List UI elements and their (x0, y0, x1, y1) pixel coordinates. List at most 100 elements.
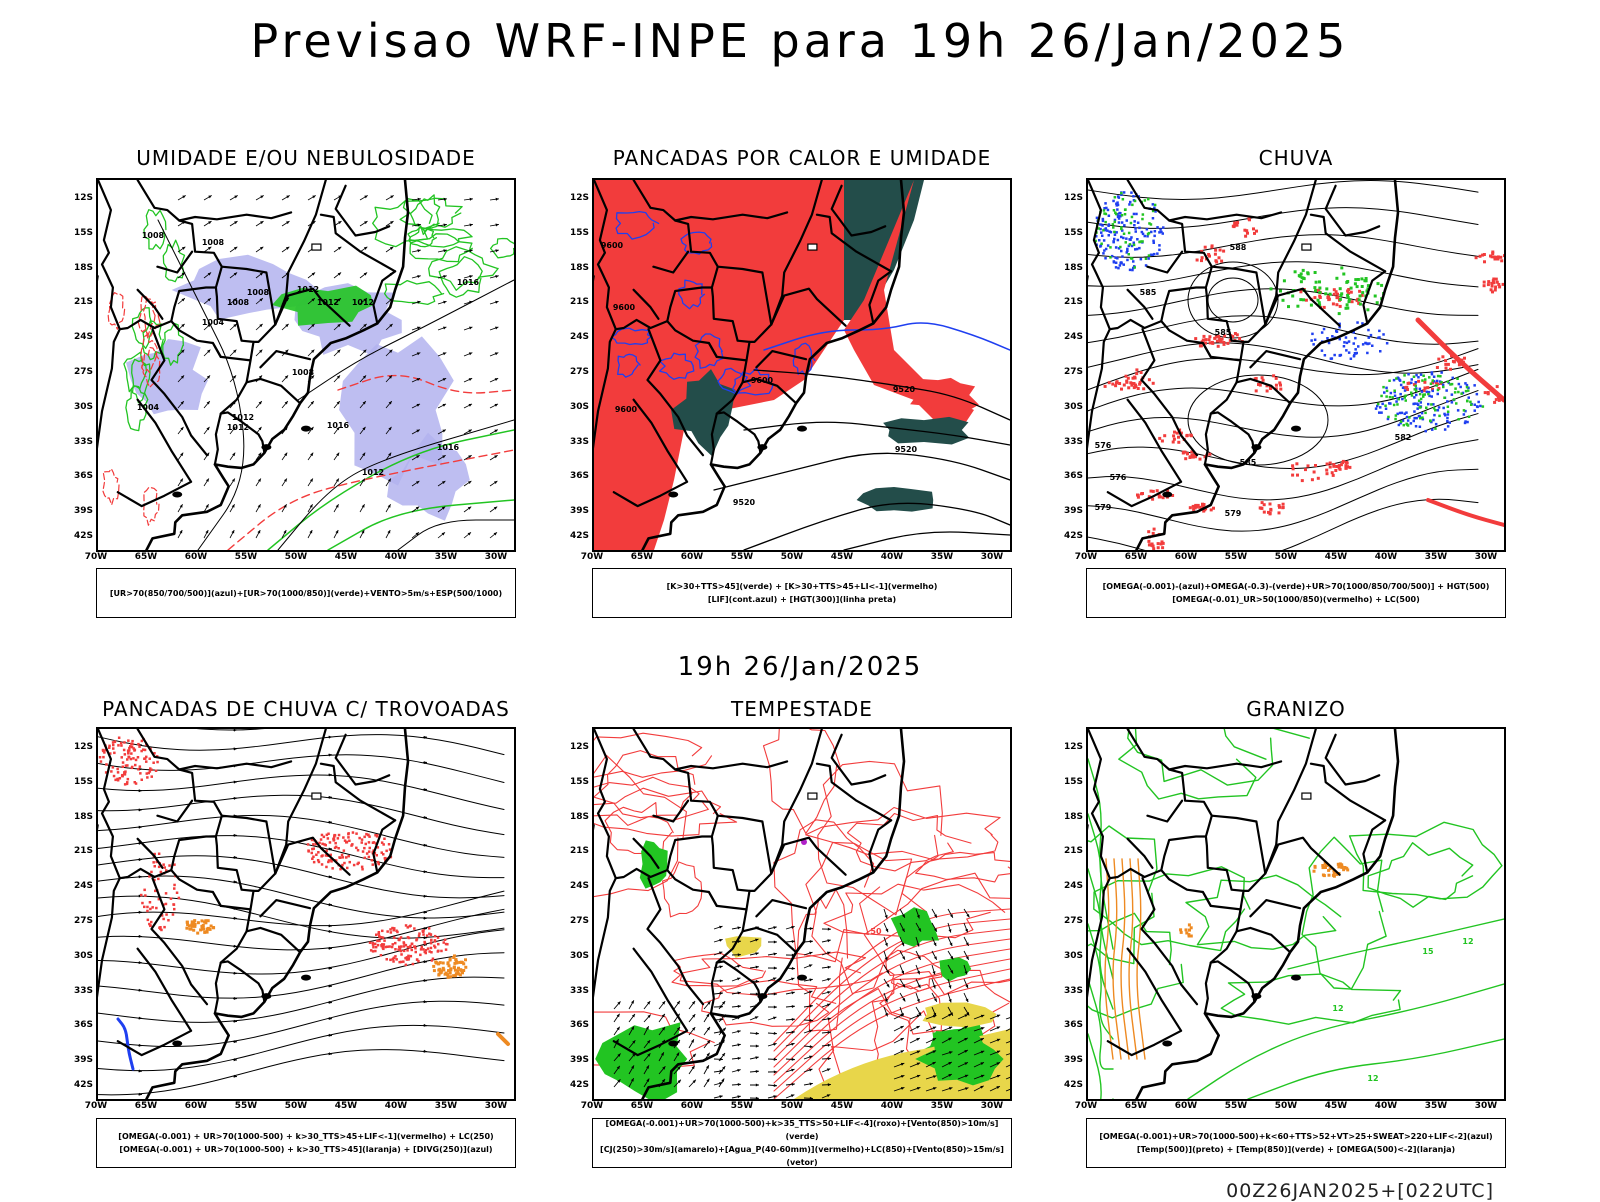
height-label: 9520 (895, 445, 918, 454)
legend-line: [OMEGA(-0.001)-(azul)+OMEGA(-0.3)-(verde… (1087, 580, 1505, 593)
legend-box: [UR>70(850/700/500)](azul)+[UR>70(1000/8… (96, 568, 516, 618)
lat-tick-label: 33S (1053, 986, 1083, 996)
lat-tick-label: 21S (1053, 297, 1083, 307)
lon-tick-label: 35W (1421, 1101, 1451, 1111)
lon-tick-label: 70W (81, 552, 111, 562)
panel-title: CHUVA (1086, 146, 1506, 170)
lon-tick-label: 40W (381, 552, 411, 562)
legend-line: [LIF](cont.azul) + [HGT(300)](linha pret… (593, 593, 1011, 606)
isobar-label: 1008 (247, 288, 270, 297)
lat-tick-label: 42S (63, 1080, 93, 1090)
lon-tick-label: 45W (1321, 552, 1351, 562)
lat-tick-label: 30S (559, 402, 589, 412)
lon-tick-label: 65W (627, 552, 657, 562)
lat-tick-label: 21S (559, 846, 589, 856)
map-canvas: 50 (594, 729, 1010, 1099)
lon-tick-label: 45W (331, 552, 361, 562)
lat-tick-label: 24S (63, 881, 93, 891)
lat-tick-label: 36S (559, 471, 589, 481)
lon-tick-label: 40W (381, 1101, 411, 1111)
lat-tick-label: 21S (63, 846, 93, 856)
height-label: 9520 (733, 498, 756, 507)
panel-title: TEMPESTADE (592, 697, 1012, 721)
lat-tick-label: 12S (559, 193, 589, 203)
lat-tick-label: 15S (1053, 228, 1083, 238)
lat-tick-label: 42S (1053, 531, 1083, 541)
lat-tick-label: 18S (63, 263, 93, 273)
lon-tick-label: 55W (1221, 1101, 1251, 1111)
lat-tick-label: 33S (559, 437, 589, 447)
lat-tick-label: 42S (559, 1080, 589, 1090)
lat-tick-label: 27S (559, 916, 589, 926)
lat-tick-label: 27S (1053, 367, 1083, 377)
lat-tick-label: 15S (1053, 777, 1083, 787)
lat-tick-label: 24S (1053, 881, 1083, 891)
lat-tick-label: 33S (559, 986, 589, 996)
lat-tick-label: 42S (1053, 1080, 1083, 1090)
legend-box: [OMEGA(-0.001) + UR>70(1000-500) + k>30_… (96, 1118, 516, 1168)
lat-tick-label: 36S (1053, 471, 1083, 481)
isotherm-label: 12 (1367, 1074, 1378, 1083)
contour-label: 50 (870, 927, 882, 936)
map-canvas (98, 729, 514, 1099)
lon-tick-label: 60W (677, 552, 707, 562)
lon-tick-label: 50W (777, 552, 807, 562)
lat-tick-label: 21S (63, 297, 93, 307)
legend-line: [K>30+TTS>45](verde) + [K>30+TTS>45+LI<-… (593, 580, 1011, 593)
lat-tick-label: 39S (63, 506, 93, 516)
lon-tick-label: 35W (927, 1101, 957, 1111)
lat-tick-label: 12S (63, 193, 93, 203)
lon-tick-label: 30W (977, 1101, 1007, 1111)
height-label: 579 (1225, 509, 1242, 518)
legend-box: [OMEGA(-0.001)-(azul)+OMEGA(-0.3)-(verde… (1086, 568, 1506, 618)
lon-tick-label: 55W (231, 1101, 261, 1111)
lat-tick-label: 21S (1053, 846, 1083, 856)
lat-tick-label: 24S (63, 332, 93, 342)
panel-title: GRANIZO (1086, 697, 1506, 721)
lon-tick-label: 35W (927, 552, 957, 562)
lon-tick-label: 50W (1271, 552, 1301, 562)
height-label: 588 (1230, 243, 1247, 252)
lat-tick-label: 36S (1053, 1020, 1083, 1030)
lat-tick-label: 36S (63, 1020, 93, 1030)
lat-tick-label: 12S (63, 742, 93, 752)
panel-title: UMIDADE E/OU NEBULOSIDADE (96, 146, 516, 170)
lat-tick-label: 39S (559, 506, 589, 516)
lat-tick-label: 30S (63, 402, 93, 412)
lon-tick-label: 50W (281, 552, 311, 562)
lon-tick-label: 70W (81, 1101, 111, 1111)
lon-tick-label: 65W (1121, 1101, 1151, 1111)
lon-tick-label: 50W (1271, 1101, 1301, 1111)
lat-tick-label: 12S (1053, 742, 1083, 752)
lon-tick-label: 70W (577, 1101, 607, 1111)
lon-tick-label: 70W (1071, 1101, 1101, 1111)
lat-tick-label: 36S (63, 471, 93, 481)
height-label: 585 (1140, 288, 1157, 297)
lat-tick-label: 15S (559, 777, 589, 787)
lat-tick-label: 21S (559, 297, 589, 307)
lon-tick-label: 45W (1321, 1101, 1351, 1111)
lon-tick-label: 30W (1471, 552, 1501, 562)
lon-tick-label: 45W (827, 1101, 857, 1111)
lat-tick-label: 27S (559, 367, 589, 377)
lat-tick-label: 18S (1053, 812, 1083, 822)
lat-tick-label: 30S (63, 951, 93, 961)
lat-tick-label: 39S (63, 1055, 93, 1065)
height-label: 9600 (613, 303, 636, 312)
lat-tick-label: 27S (63, 367, 93, 377)
map-panel-4 (96, 727, 516, 1101)
legend-box: [OMEGA(-0.001)+UR>70(1000-500)+k>35_TTS>… (592, 1118, 1012, 1168)
legend-line: [OMEGA(-0.001)+UR>70(1000-500)+k>35_TTS>… (593, 1117, 1011, 1143)
isotherm-label: 12 (1462, 937, 1473, 946)
isotherm-label: 15 (1422, 947, 1434, 956)
height-label: 9600 (615, 405, 638, 414)
height-label: 9520 (893, 385, 916, 394)
lat-tick-label: 39S (1053, 506, 1083, 516)
legend-line: [UR>70(850/700/500)](azul)+[UR>70(1000/8… (97, 587, 515, 600)
